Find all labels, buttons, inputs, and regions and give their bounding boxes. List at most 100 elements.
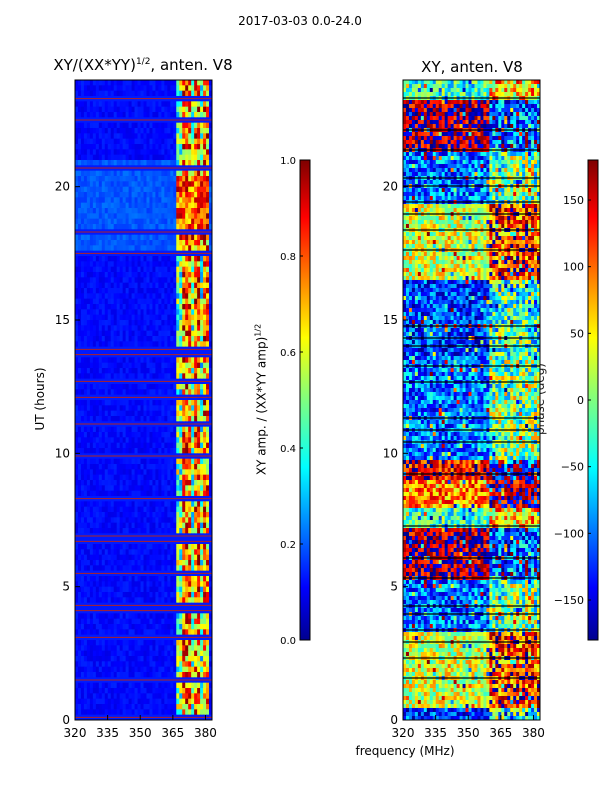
left-heatmap-cell xyxy=(107,565,112,572)
left-heatmap-cell xyxy=(197,624,201,630)
left-heatmap-cell xyxy=(206,368,210,374)
left-heatmap-cell xyxy=(188,176,192,182)
left-heatmap-cell xyxy=(194,266,198,273)
left-heatmap-cell xyxy=(176,512,180,518)
left-heatmap-cell xyxy=(140,469,144,476)
left-heatmap-cell xyxy=(122,133,127,140)
left-heatmap-cell xyxy=(167,176,171,182)
left-heatmap-cell xyxy=(113,218,118,225)
left-heatmap-cell xyxy=(176,357,180,364)
left-heatmap-cell xyxy=(206,128,210,134)
left-heatmap-cell xyxy=(164,309,168,316)
left-heatmap-cell xyxy=(122,517,127,524)
left-heatmap-cell xyxy=(128,512,132,518)
left-heatmap-cell xyxy=(149,597,153,604)
left-heatmap-cell xyxy=(95,320,100,326)
left-heatmap-cell xyxy=(75,560,79,566)
left-heatmap-cell xyxy=(101,149,106,156)
left-heatmap-cell xyxy=(188,288,192,294)
left-heatmap-cell xyxy=(137,256,141,262)
left-heatmap-cell xyxy=(86,506,91,513)
left-heatmap-cell xyxy=(134,341,138,348)
left-heatmap-cell xyxy=(155,330,159,337)
left-heatmap-cell xyxy=(143,384,147,390)
left-heatmap-cell xyxy=(95,618,100,625)
left-heatmap-cell xyxy=(197,480,201,486)
left-heatmap-cell xyxy=(149,336,153,342)
left-heatmap-cell xyxy=(176,234,180,241)
left-heatmap-cell xyxy=(170,405,174,412)
left-heatmap-cell xyxy=(149,416,153,422)
left-heatmap-cell xyxy=(77,144,82,150)
left-heatmap-cell xyxy=(188,256,192,262)
left-heatmap-cell xyxy=(113,170,118,177)
left-heatmap-cell xyxy=(131,122,135,129)
left-heatmap-cell xyxy=(194,176,198,182)
left-heatmap-cell xyxy=(197,192,201,198)
left-heatmap-cell xyxy=(158,341,162,348)
left-heatmap-cell xyxy=(149,544,153,550)
left-heatmap-cell xyxy=(191,336,195,342)
left-heatmap-cell xyxy=(152,288,156,294)
left-heatmap-cell xyxy=(182,624,186,630)
left-heatmap-cell xyxy=(75,618,79,625)
left-heatmap-cell xyxy=(92,245,97,252)
left-heatmap-cell xyxy=(206,373,210,380)
left-heatmap-cell xyxy=(191,240,195,246)
left-heatmap-cell xyxy=(128,581,132,588)
left-heatmap-cell xyxy=(95,282,100,289)
left-heatmap-cell xyxy=(203,192,207,198)
left-heatmap-cell xyxy=(194,549,198,556)
left-heatmap-cell xyxy=(122,426,127,433)
left-heatmap-cell xyxy=(92,474,97,481)
left-heatmap-cell xyxy=(164,586,168,593)
left-heatmap-cell xyxy=(155,437,159,444)
left-heatmap-cell xyxy=(158,138,162,145)
left-heatmap-cell xyxy=(77,565,82,572)
left-heatmap-cell xyxy=(128,176,132,182)
left-heatmap-cell xyxy=(209,106,213,113)
left-heatmap-cell xyxy=(143,90,147,97)
left-heatmap-cell xyxy=(203,458,207,465)
left-heatmap-cell xyxy=(164,357,168,364)
left-heatmap-cell xyxy=(101,512,106,518)
left-heatmap-cell xyxy=(176,213,180,220)
left-heatmap-cell xyxy=(203,501,207,508)
left-heatmap-cell xyxy=(173,629,177,636)
left-heatmap-cell xyxy=(77,181,82,188)
left-heatmap-cell xyxy=(194,650,198,657)
left-heatmap-cell xyxy=(83,128,88,134)
left-heatmap-cell xyxy=(83,640,88,646)
left-heatmap-cell xyxy=(98,138,103,145)
left-heatmap-cell xyxy=(131,416,135,422)
left-heatmap-cell xyxy=(75,544,79,550)
left-heatmap-cell xyxy=(77,448,82,454)
left-heatmap-cell xyxy=(89,85,94,92)
left-heatmap-cell xyxy=(203,480,207,486)
left-heatmap-cell xyxy=(188,122,192,129)
left-heatmap-cell xyxy=(92,282,97,289)
left-heatmap-cell xyxy=(194,442,198,449)
left-heatmap-cell xyxy=(98,624,103,630)
left-heatmap-cell xyxy=(86,448,91,454)
left-heatmap-cell xyxy=(200,400,204,406)
left-heatmap-cell xyxy=(131,272,135,278)
left-heatmap-cell xyxy=(119,288,124,294)
left-heatmap-cell xyxy=(92,218,97,225)
left-heatmap-cell xyxy=(179,218,183,225)
left-heatmap-cell xyxy=(155,522,159,529)
left-heatmap-cell xyxy=(83,565,88,572)
left-heatmap-cell xyxy=(83,448,88,454)
left-heatmap-cell xyxy=(152,272,156,278)
left-heatmap-cell xyxy=(116,618,121,625)
left-heatmap-cell xyxy=(167,197,171,204)
left-heatmap-cell xyxy=(155,384,159,390)
left-heatmap-cell xyxy=(158,90,162,97)
left-heatmap-cell xyxy=(149,224,153,230)
left-heatmap-cell xyxy=(110,426,115,433)
left-heatmap-cell xyxy=(206,133,210,140)
left-heatmap-cell xyxy=(89,288,94,294)
left-heatmap-cell xyxy=(197,426,201,433)
left-heatmap-cell xyxy=(179,400,183,406)
left-heatmap-cell xyxy=(185,304,189,310)
